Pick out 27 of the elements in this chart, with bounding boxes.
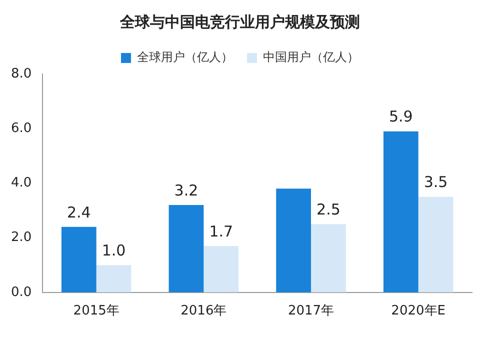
- y-tick-label: 4.0: [10, 176, 32, 191]
- y-tick-label: 8.0: [10, 66, 32, 82]
- legend-label: 全球用户（亿人）: [137, 50, 233, 64]
- bar: [168, 205, 204, 292]
- bar: [311, 224, 346, 292]
- y-tick-label: 6.0: [10, 120, 32, 136]
- bar: [383, 131, 418, 292]
- bar: [276, 188, 312, 292]
- y-tick-label: 2.0: [10, 230, 32, 246]
- x-tick-label: 2017年: [288, 304, 334, 319]
- chart-title: 全球与中国电竞行业用户规模及预测: [119, 12, 360, 31]
- data-label: 5.9: [388, 108, 413, 126]
- bar: [96, 265, 132, 292]
- x-tick-label: 2016年: [180, 304, 227, 319]
- data-label: 1.7: [209, 222, 234, 240]
- data-label: 3.5: [424, 173, 448, 192]
- data-label: 2.5: [316, 200, 340, 219]
- x-tick-label: 2020年E: [391, 304, 446, 319]
- bar: [61, 226, 96, 292]
- bar: [418, 196, 454, 292]
- data-label: 1.0: [102, 241, 126, 260]
- legend-label: 中国用户（亿人）: [263, 50, 359, 64]
- x-tick-label: 2015年: [73, 304, 120, 319]
- y-tick-label: 0.0: [10, 284, 32, 300]
- data-label: 2.4: [66, 203, 91, 222]
- bar: [204, 246, 239, 292]
- data-label: 3.2: [174, 181, 198, 200]
